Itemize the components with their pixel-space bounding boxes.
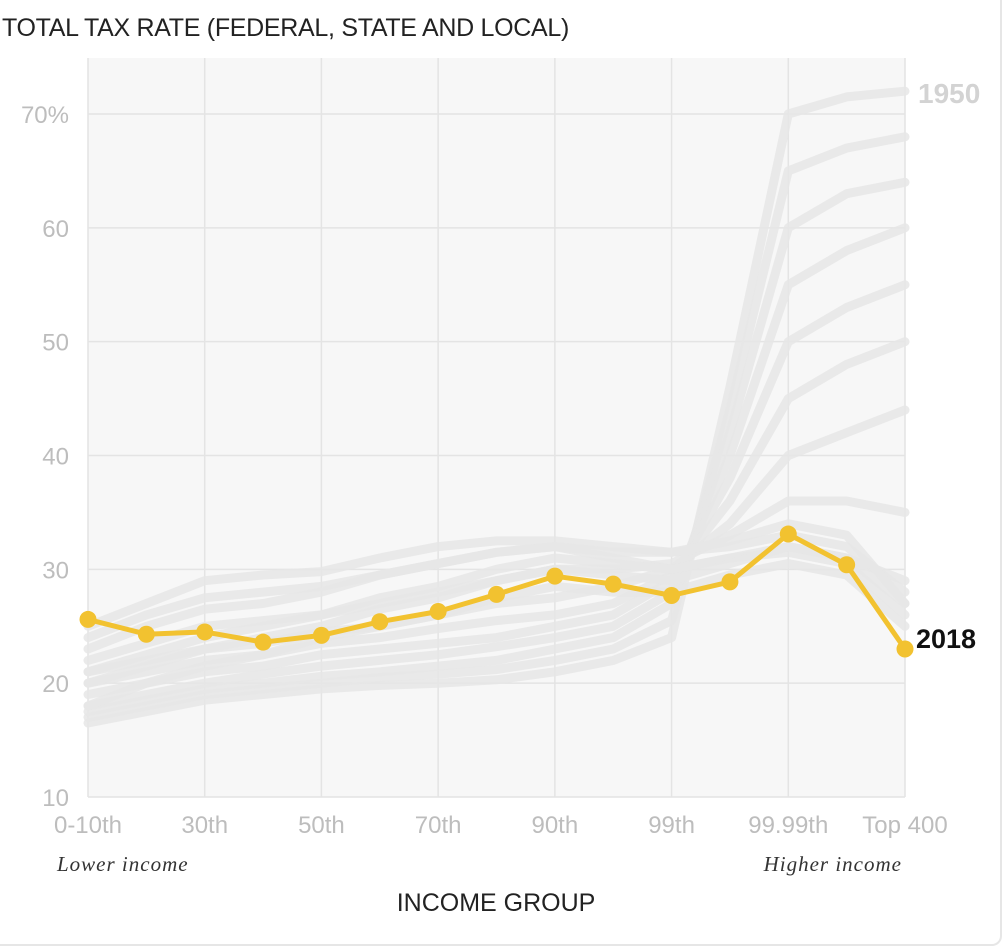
x-axis-label: INCOME GROUP [397, 889, 596, 917]
series-line-1955 [83, 132, 910, 722]
higher-income-note: Higher income [763, 852, 902, 876]
y-tick-label: 30 [42, 557, 69, 584]
x-tick-label: 70th [415, 812, 462, 839]
data-point [604, 575, 622, 593]
data-point [779, 525, 797, 543]
y-axis-ticks: 10 20 30 40 50 60 70% [21, 102, 69, 812]
series-label-1950: 1950 [918, 78, 980, 109]
x-tick-label: 90th [531, 812, 578, 839]
x-tick-label: 0-10th [54, 812, 122, 839]
data-point [488, 585, 505, 603]
lower-income-note: Lower income [56, 852, 189, 876]
data-point [663, 587, 681, 605]
data-point [721, 573, 739, 591]
series-labels: 1950 2018 [916, 78, 980, 654]
data-point [254, 633, 272, 651]
x-tick-label: 50th [298, 812, 345, 839]
series-line-1950 [83, 86, 910, 728]
y-tick-label: 50 [42, 330, 69, 357]
y-tick-label: 20 [42, 671, 69, 698]
data-point [371, 613, 389, 631]
x-tick-label: 99th [648, 812, 695, 839]
series-line-1960 [83, 177, 910, 717]
data-point [79, 610, 97, 628]
series-line-1995 [83, 530, 910, 631]
x-tick-label: 30th [181, 812, 228, 839]
series-label-2018: 2018 [916, 624, 976, 654]
x-axis-ticks: 0-10th 30th 50th 70th 90th 99th 99.99th Top 400 [54, 812, 948, 839]
y-tick-label: 60 [42, 216, 69, 243]
series-line-2000 [83, 519, 910, 654]
x-tick-label: Top 400 [862, 812, 947, 839]
series-line-1970 [83, 280, 910, 699]
data-point [312, 626, 330, 644]
y-tick-label: 70% [21, 102, 69, 129]
chart-title: TOTAL TAX RATE (FEDERAL, STATE AND LOCAL… [2, 14, 569, 42]
data-point [429, 602, 447, 620]
highlight-series [79, 525, 914, 658]
series-line-1965 [83, 223, 910, 711]
data-point [896, 640, 914, 658]
y-tick-label: 40 [42, 444, 69, 471]
data-point [546, 567, 564, 585]
y-tick-label: 10 [42, 785, 69, 812]
x-tick-label: 99.99th [748, 812, 828, 839]
data-point [196, 623, 214, 641]
data-point [137, 625, 155, 643]
data-point [838, 556, 856, 574]
